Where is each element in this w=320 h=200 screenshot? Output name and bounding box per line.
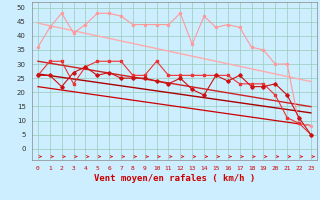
X-axis label: Vent moyen/en rafales ( km/h ): Vent moyen/en rafales ( km/h ) [94, 174, 255, 183]
